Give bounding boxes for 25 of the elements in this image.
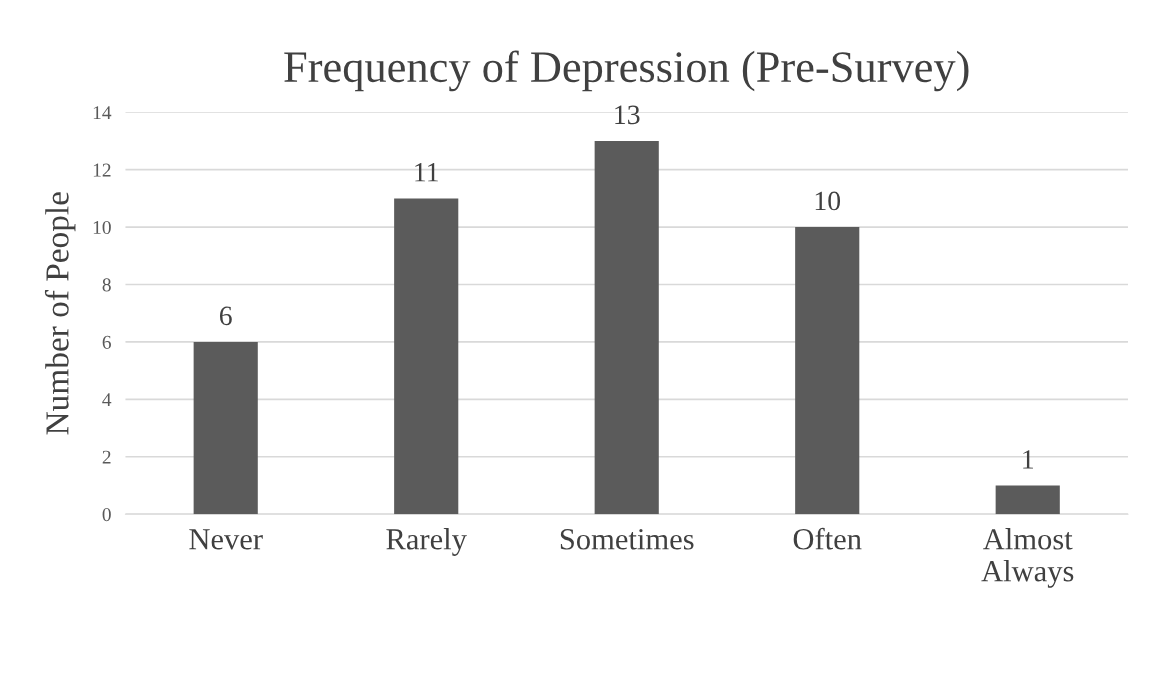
x-tick-label: Never xyxy=(189,529,263,550)
x-tick-label: Sometimes xyxy=(560,529,694,550)
y-tick-label: 12 xyxy=(93,163,111,177)
data-label: 11 xyxy=(415,163,438,182)
x-tick-label: Often xyxy=(793,527,862,550)
data-label: 6 xyxy=(219,306,232,326)
chart-title: Frequency of Depression (Pre-Survey) xyxy=(284,50,969,92)
data-label: 13 xyxy=(615,105,640,125)
data-label: 10 xyxy=(815,191,841,211)
y-tick-label: 6 xyxy=(102,335,111,349)
bar xyxy=(795,227,860,515)
y-axis-title: Number of People xyxy=(44,192,76,435)
y-tick-label: 14 xyxy=(93,106,112,120)
x-tick-label: Almost Always xyxy=(981,528,1074,588)
y-tick-label: 10 xyxy=(93,220,111,235)
y-tick-label: 8 xyxy=(102,278,111,292)
bar xyxy=(995,485,1060,515)
bar xyxy=(193,341,258,515)
y-tick-label: 0 xyxy=(102,508,111,522)
data-label: 1 xyxy=(1023,450,1034,469)
y-tick-label: 4 xyxy=(102,393,112,407)
bar xyxy=(594,140,659,515)
bar xyxy=(394,198,459,515)
y-tick-label: 2 xyxy=(102,450,111,464)
x-tick-label: Rarely xyxy=(386,528,467,556)
